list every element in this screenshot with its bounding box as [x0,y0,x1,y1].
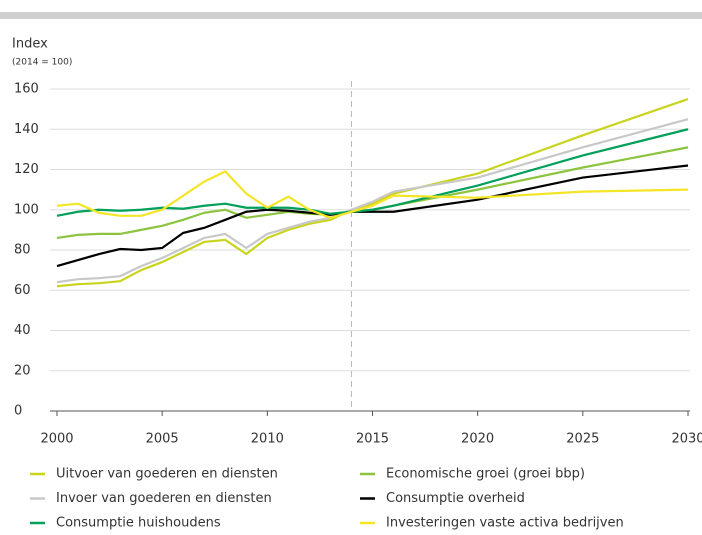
x-tick-label: 2010 [251,432,284,447]
x-tick-label: 2030 [671,432,702,447]
x-tick-label: 2000 [40,432,73,447]
y-tick-label: 0 [14,404,22,419]
legend-label: Invoer van goederen en diensten [56,491,272,506]
series-line [56,164,689,268]
y-tick-label: 20 [14,363,31,378]
x-tick-label: 2025 [566,432,599,447]
top-bar [0,12,702,19]
y-tick-label: 100 [14,202,39,217]
legend-label: Uitvoer van goederen en diensten [56,467,278,482]
legend-label: Consumptie huishoudens [56,516,221,531]
y-sublabel: (2014 = 100) [12,58,72,68]
legend-label: Consumptie overheid [386,491,525,506]
y-tick-label: 80 [14,243,31,258]
y-tick-label: 60 [14,283,31,298]
x-tick-label: 2005 [146,432,179,447]
series-line [56,118,689,284]
legend-label: Economische groei (groei bbp) [386,467,585,482]
series-line [56,98,689,288]
x-tick-label: 2020 [461,432,494,447]
x-tick-label: 2015 [356,432,389,447]
y-label: Index [12,37,48,52]
y-tick-label: 120 [14,162,39,177]
series-line [56,128,689,217]
y-tick-label: 40 [14,323,31,338]
y-tick-label: 140 [14,122,39,137]
series-line [56,170,689,219]
series-line [56,146,689,240]
legend-label: Investeringen vaste activa bedrijven [386,516,624,531]
y-tick-label: 160 [14,82,39,97]
